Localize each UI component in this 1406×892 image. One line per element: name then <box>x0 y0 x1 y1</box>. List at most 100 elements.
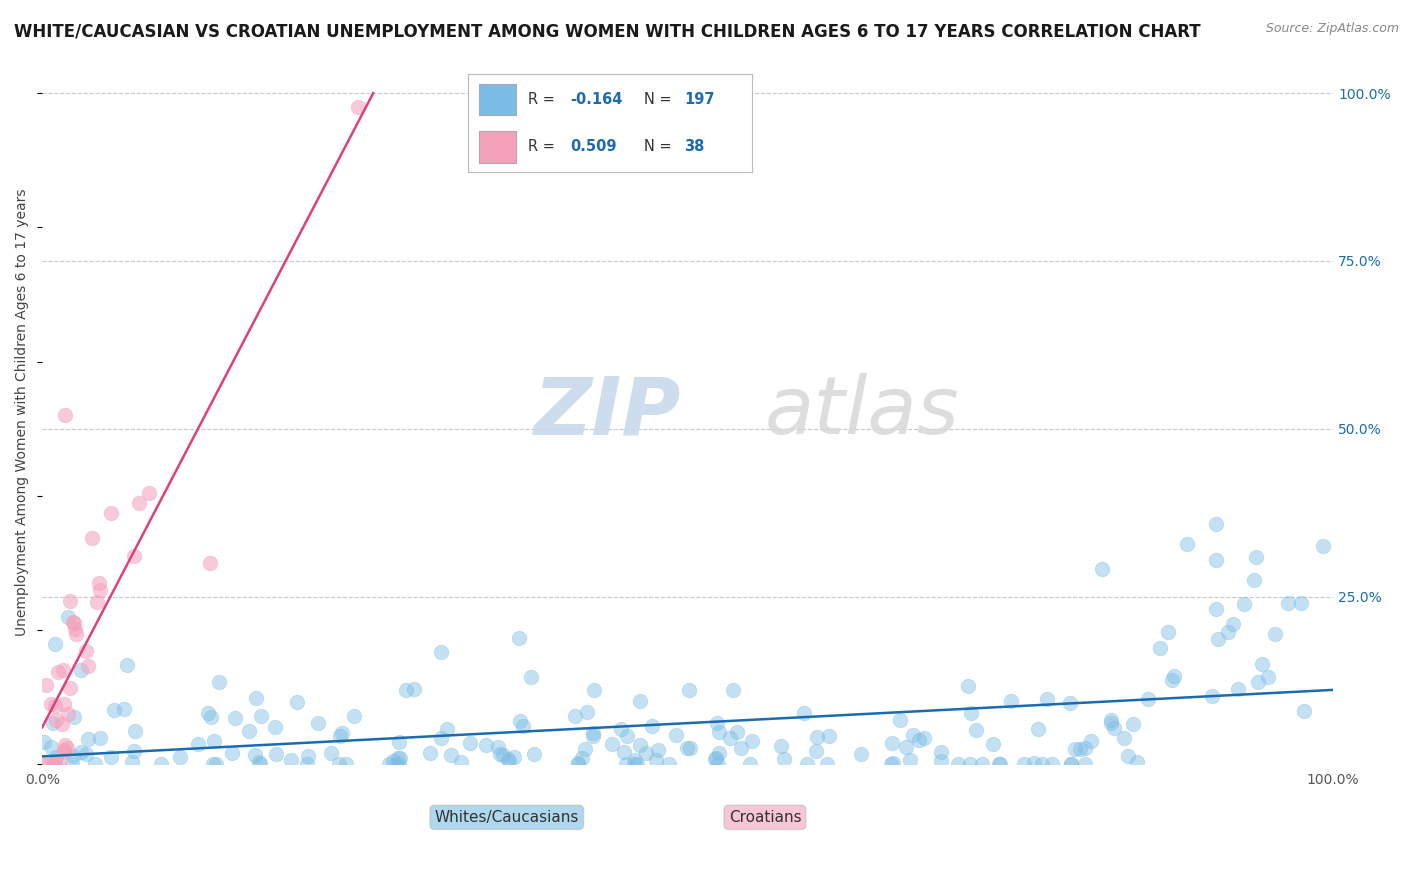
Point <box>616 729 638 743</box>
Point <box>730 741 752 756</box>
Point <box>59 593 82 607</box>
Point <box>623 757 645 772</box>
Point <box>52 663 75 677</box>
Point <box>77 658 100 673</box>
Point <box>41 739 63 754</box>
Point <box>343 709 366 723</box>
Point <box>436 722 458 736</box>
Point <box>1064 742 1087 756</box>
Point <box>205 757 228 772</box>
Point <box>332 725 354 739</box>
Point <box>628 694 651 708</box>
Point <box>908 733 931 747</box>
Point <box>564 709 586 723</box>
Point <box>87 575 110 590</box>
Point <box>70 664 93 678</box>
Point <box>65 627 87 641</box>
Point <box>1233 598 1256 612</box>
Point <box>576 705 599 719</box>
Text: Whites/Caucasians: Whites/Caucasians <box>434 810 579 825</box>
Point <box>956 679 979 693</box>
Point <box>894 740 917 755</box>
Point <box>806 743 828 757</box>
Point <box>37 757 59 772</box>
Point <box>987 757 1010 772</box>
Point <box>247 755 270 769</box>
Point <box>404 681 426 696</box>
Point <box>1205 601 1227 615</box>
Point <box>1126 755 1149 769</box>
Point <box>519 670 541 684</box>
Point <box>56 707 79 722</box>
Point <box>429 731 451 745</box>
Point <box>388 735 411 749</box>
Point <box>48 665 70 680</box>
Point <box>1243 573 1265 587</box>
Point <box>634 747 657 761</box>
Point <box>250 708 273 723</box>
Point <box>53 697 76 711</box>
Point <box>187 737 209 751</box>
Point <box>793 706 815 721</box>
Point <box>818 729 841 743</box>
Point <box>440 748 463 763</box>
Point <box>224 711 246 725</box>
Point <box>1035 692 1057 706</box>
Point <box>1059 696 1081 710</box>
Point <box>721 682 744 697</box>
Point <box>388 757 411 772</box>
Point <box>1247 675 1270 690</box>
Point <box>1216 625 1239 640</box>
Point <box>1060 757 1083 772</box>
Point <box>1222 617 1244 632</box>
Point <box>665 728 688 742</box>
Point <box>676 740 699 755</box>
Point <box>806 730 828 744</box>
Point <box>498 754 520 768</box>
Point <box>1000 694 1022 708</box>
Point <box>280 753 302 767</box>
Point <box>1112 731 1135 746</box>
Point <box>658 757 681 772</box>
Point <box>100 506 122 520</box>
Point <box>946 757 969 772</box>
Point <box>738 757 761 772</box>
Point <box>600 737 623 751</box>
Point <box>567 757 589 772</box>
Point <box>77 731 100 746</box>
Point <box>89 583 111 598</box>
Point <box>512 719 534 733</box>
Point <box>197 706 219 720</box>
Point <box>882 735 904 749</box>
Point <box>1137 692 1160 706</box>
Point <box>335 757 357 772</box>
Point <box>1074 741 1097 756</box>
Point <box>609 722 631 736</box>
Point <box>523 747 546 761</box>
Point <box>221 746 243 760</box>
Point <box>35 678 58 692</box>
Point <box>388 751 411 765</box>
Point <box>44 698 66 713</box>
Point <box>56 609 79 624</box>
Point <box>623 753 645 767</box>
Point <box>929 745 952 759</box>
Point <box>169 750 191 764</box>
Point <box>121 755 143 769</box>
Point <box>581 726 603 740</box>
Point <box>614 757 637 772</box>
Point <box>678 682 700 697</box>
Point <box>1277 596 1299 610</box>
Point <box>474 738 496 752</box>
Point <box>86 595 108 609</box>
Point <box>381 754 404 768</box>
Point <box>45 750 67 764</box>
Y-axis label: Unemployment Among Women with Children Ages 6 to 17 years: Unemployment Among Women with Children A… <box>15 188 30 636</box>
Point <box>51 717 73 731</box>
Point <box>200 710 222 724</box>
Point <box>42 716 65 731</box>
Point <box>75 747 97 762</box>
Point <box>741 734 763 748</box>
Point <box>385 757 408 772</box>
Point <box>122 744 145 758</box>
